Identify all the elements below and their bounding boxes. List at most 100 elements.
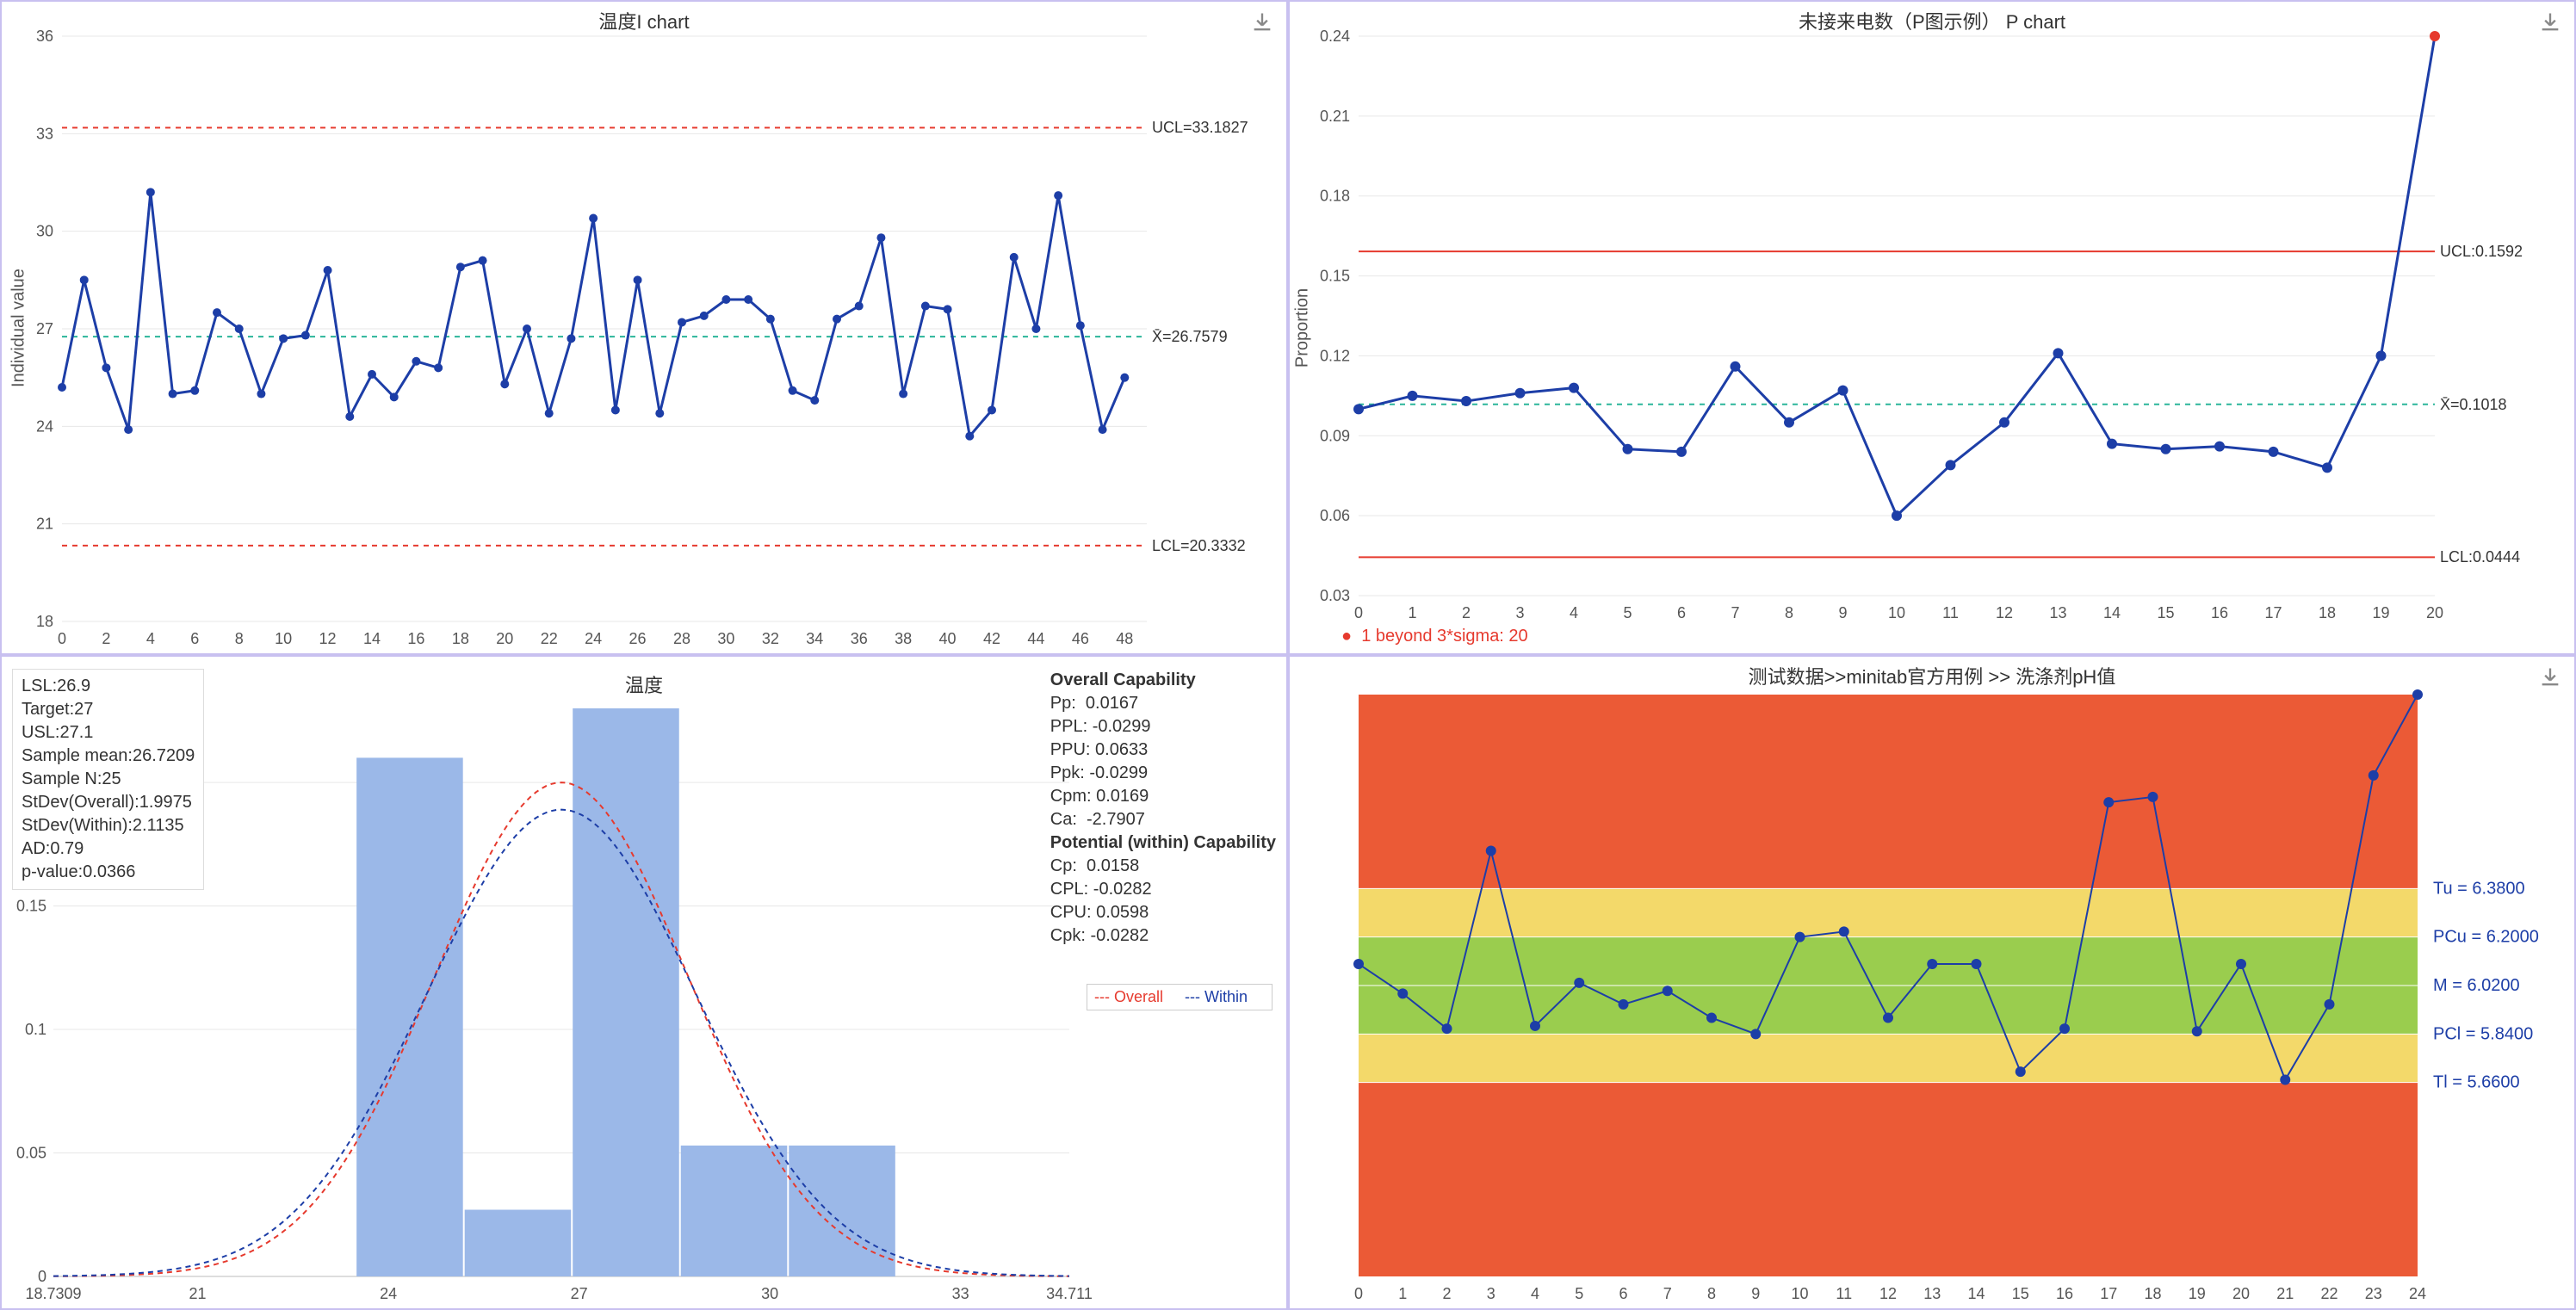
svg-text:4: 4 (146, 630, 155, 647)
svg-text:16: 16 (2211, 604, 2228, 621)
svg-text:26: 26 (629, 630, 647, 647)
svg-text:PCl = 5.8400: PCl = 5.8400 (2433, 1024, 2533, 1043)
svg-text:30: 30 (761, 1285, 778, 1302)
svg-text:44: 44 (1027, 630, 1044, 647)
panel-p-chart: 未接来电数（P图示例） P chart Proportion 0.030.060… (1288, 0, 2576, 655)
svg-text:22: 22 (541, 630, 558, 647)
svg-text:8: 8 (1785, 604, 1793, 621)
svg-text:16: 16 (2056, 1285, 2073, 1302)
svg-text:0.03: 0.03 (1320, 587, 1350, 604)
stat-ppk: Ppk: -0.0299 (1050, 762, 1276, 785)
svg-text:0.12: 0.12 (1320, 347, 1350, 364)
i-chart-ucl-label: UCL=33.1827 (1152, 119, 1248, 137)
svg-text:0.18: 0.18 (1320, 188, 1350, 205)
svg-text:18: 18 (2319, 604, 2336, 621)
panel-capability: 温度 LSL:26.9 Target:27 USL:27.1 Sample me… (0, 655, 1288, 1310)
download-icon[interactable] (1250, 10, 1274, 34)
svg-text:40: 40 (939, 630, 957, 647)
svg-text:Tu = 6.3800: Tu = 6.3800 (2433, 879, 2525, 898)
svg-text:10: 10 (1791, 1285, 1808, 1302)
svg-text:2: 2 (1462, 604, 1471, 621)
download-icon[interactable] (2538, 10, 2562, 34)
svg-text:27: 27 (571, 1285, 588, 1302)
svg-text:33: 33 (952, 1285, 969, 1302)
stat-sdo: StDev(Overall):1.9975 (22, 791, 195, 814)
svg-text:38: 38 (895, 630, 912, 647)
svg-text:8: 8 (235, 630, 244, 647)
svg-text:15: 15 (2012, 1285, 2029, 1302)
svg-text:2: 2 (102, 630, 110, 647)
svg-text:0.15: 0.15 (16, 898, 46, 915)
svg-text:0.21: 0.21 (1320, 108, 1350, 125)
stat-lsl: LSL:26.9 (22, 675, 195, 698)
i-chart-mean-label: X̄=26.7579 (1152, 328, 1228, 346)
stat-cpm: Cpm: 0.0169 (1050, 785, 1276, 808)
svg-text:24: 24 (380, 1285, 397, 1302)
stat-ppu: PPU: 0.0633 (1050, 738, 1276, 762)
p-chart-sigma-note: ● 1 beyond 3*sigma: 20 (1341, 627, 1528, 646)
svg-text:11: 11 (1836, 1285, 1852, 1302)
svg-text:17: 17 (2100, 1285, 2117, 1302)
capability-stats-left: LSL:26.9 Target:27 USL:27.1 Sample mean:… (12, 669, 204, 890)
hdr-within: Potential (within) Capability (1050, 831, 1276, 855)
svg-text:0: 0 (1354, 1285, 1363, 1302)
svg-text:30: 30 (36, 223, 53, 240)
svg-text:12: 12 (1996, 604, 2013, 621)
svg-text:21: 21 (2276, 1285, 2294, 1302)
svg-text:9: 9 (1751, 1285, 1760, 1302)
svg-text:11: 11 (1942, 604, 1959, 621)
legend-overall: --- Overall (1094, 988, 1172, 1006)
svg-text:21: 21 (189, 1285, 207, 1302)
svg-text:22: 22 (2320, 1285, 2338, 1302)
svg-text:20: 20 (2232, 1285, 2250, 1302)
p-chart-mean-label: X̄=0.1018 (2440, 396, 2507, 414)
svg-text:48: 48 (1116, 630, 1133, 647)
svg-text:20: 20 (496, 630, 513, 647)
download-icon[interactable] (2538, 665, 2562, 689)
svg-text:5: 5 (1623, 604, 1632, 621)
stat-target: Target:27 (22, 698, 195, 721)
svg-text:8: 8 (1707, 1285, 1716, 1302)
stat-cpk: Cpk: -0.0282 (1050, 924, 1276, 948)
i-chart-plot: 1821242730333602468101214161820222426283… (2, 2, 1288, 655)
p-chart-plot: 0.030.060.090.120.150.180.210.2401234567… (1290, 2, 2576, 655)
svg-text:21: 21 (36, 516, 53, 533)
stat-pp: Pp: 0.0167 (1050, 692, 1276, 715)
svg-text:4: 4 (1570, 604, 1578, 621)
svg-text:0.09: 0.09 (1320, 427, 1350, 444)
svg-text:0.15: 0.15 (1320, 268, 1350, 285)
p-chart-title: 未接来电数（P图示例） P chart (1290, 7, 2574, 34)
svg-text:3: 3 (1487, 1285, 1495, 1302)
svg-text:0: 0 (58, 630, 66, 647)
svg-text:12: 12 (1879, 1285, 1897, 1302)
i-chart-lcl-label: LCL=20.3332 (1152, 537, 1246, 555)
svg-text:1: 1 (1398, 1285, 1407, 1302)
stat-sdw: StDev(Within):2.1135 (22, 814, 195, 837)
svg-text:9: 9 (1838, 604, 1847, 621)
stat-n: Sample N:25 (22, 768, 195, 791)
stat-cpu: CPU: 0.0598 (1050, 901, 1276, 924)
svg-text:0.05: 0.05 (16, 1145, 46, 1162)
svg-text:6: 6 (1677, 604, 1686, 621)
svg-text:32: 32 (762, 630, 779, 647)
svg-text:M = 6.0200: M = 6.0200 (2433, 976, 2520, 995)
run-chart-plot: Tu = 6.3800 PCu = 6.2000 M = 6.0200 PCl = 5… (1290, 657, 2576, 1310)
svg-text:23: 23 (2365, 1285, 2382, 1302)
svg-text:7: 7 (1731, 604, 1739, 621)
svg-text:PCu = 6.2000: PCu = 6.2000 (2433, 928, 2539, 947)
svg-text:42: 42 (983, 630, 1000, 647)
svg-text:6: 6 (190, 630, 199, 647)
i-chart-ylabel: Individual value (9, 269, 28, 387)
stat-usl: USL:27.1 (22, 721, 195, 745)
stat-ppl: PPL: -0.0299 (1050, 715, 1276, 738)
svg-text:19: 19 (2189, 1285, 2206, 1302)
svg-text:19: 19 (2372, 604, 2389, 621)
svg-text:30: 30 (717, 630, 734, 647)
svg-text:0: 0 (38, 1268, 46, 1285)
stat-mean: Sample mean:26.7209 (22, 745, 195, 768)
svg-text:6: 6 (1619, 1285, 1627, 1302)
p-chart-ylabel: Proportion (1293, 287, 1313, 367)
capability-legend: --- Overall --- Within (1087, 984, 1273, 1010)
svg-text:18: 18 (36, 613, 53, 630)
stat-pv: p-value:0.0366 (22, 861, 195, 884)
